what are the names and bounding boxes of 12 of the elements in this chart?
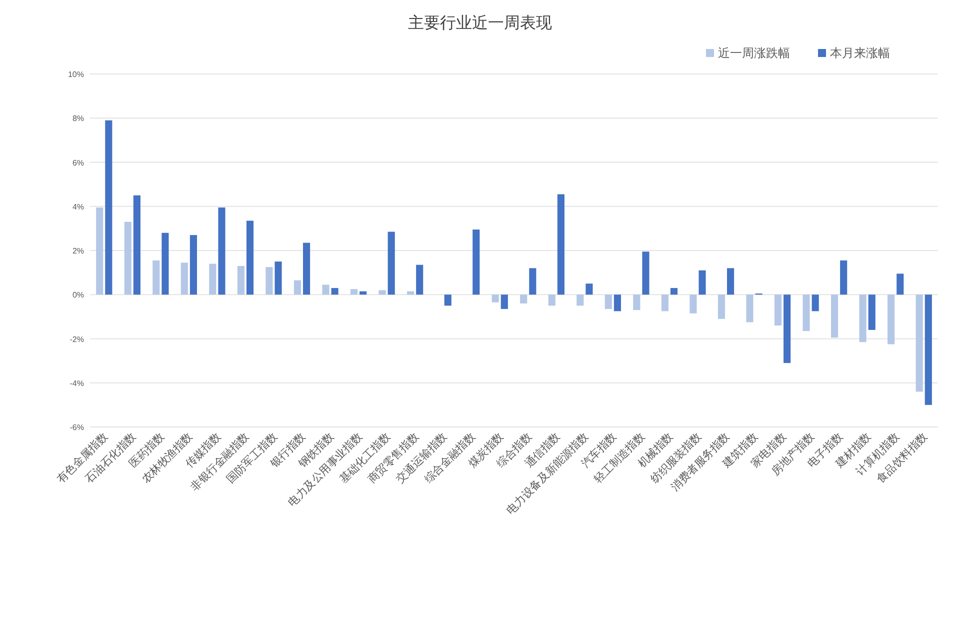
title: 主要行业近一周表现	[408, 15, 552, 32]
y-tick-label: 10%	[68, 70, 84, 79]
legend-label: 近一周涨跌幅	[718, 46, 790, 60]
y-tick-label: 4%	[72, 202, 84, 212]
y-tick-label: 0%	[72, 290, 84, 300]
y-tick-label: -6%	[70, 423, 84, 432]
legend-label: 本月来涨幅	[830, 46, 890, 60]
y-tick-label: -2%	[70, 334, 84, 344]
y-tick-label: 8%	[72, 114, 84, 124]
y-tick-label: 2%	[72, 246, 84, 256]
y-tick-label: 6%	[72, 158, 84, 168]
y-tick-label: -4%	[70, 378, 84, 388]
